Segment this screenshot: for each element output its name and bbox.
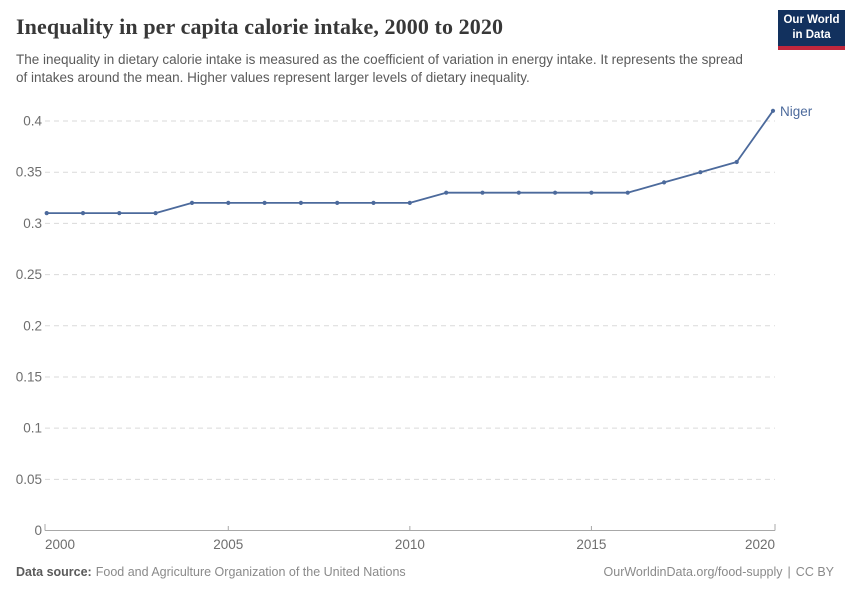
- footer-right: OurWorldinData.org/food-supply | CC BY: [604, 565, 834, 579]
- y-axis-tick-label: 0.2: [23, 318, 42, 333]
- y-axis-tick-label: 0: [34, 523, 42, 538]
- data-point[interactable]: [770, 108, 776, 113]
- data-point[interactable]: [589, 190, 594, 195]
- owid-logo[interactable]: Our World in Data: [778, 10, 845, 50]
- y-axis-tick-label: 0.35: [16, 165, 42, 180]
- license-badge: CC BY: [795, 565, 834, 579]
- data-point[interactable]: [44, 211, 49, 216]
- data-source-value: Food and Agriculture Organization of the…: [95, 565, 406, 579]
- entity-label[interactable]: Niger: [780, 104, 813, 119]
- x-axis-tick-label: 2015: [576, 537, 606, 552]
- data-point[interactable]: [698, 170, 703, 175]
- data-point[interactable]: [298, 200, 303, 205]
- data-point[interactable]: [335, 200, 340, 205]
- data-point[interactable]: [153, 211, 158, 216]
- x-axis-tick-label: 2000: [45, 537, 75, 552]
- data-point[interactable]: [625, 190, 630, 195]
- y-axis-tick-label: 0.3: [23, 216, 42, 231]
- data-point[interactable]: [262, 200, 267, 205]
- y-axis-tick-label: 0.15: [16, 369, 42, 384]
- chart-footer: Data source: Food and Agriculture Organiz…: [16, 565, 834, 579]
- y-axis-tick-label: 0.25: [16, 267, 42, 282]
- page-title: Inequality in per capita calorie intake,…: [16, 14, 504, 39]
- data-point[interactable]: [371, 200, 376, 205]
- data-point[interactable]: [189, 200, 195, 205]
- data-source-label: Data source:: [16, 565, 92, 579]
- owid-link[interactable]: OurWorldinData.org/food-supply: [603, 565, 783, 579]
- footer-separator: |: [787, 565, 791, 579]
- y-axis-tick-label: 0.4: [23, 114, 42, 129]
- y-axis-tick-label: 0.1: [23, 421, 42, 436]
- data-point[interactable]: [117, 211, 122, 216]
- data-point[interactable]: [662, 180, 667, 185]
- data-point[interactable]: [407, 200, 412, 205]
- data-point[interactable]: [734, 159, 739, 165]
- data-point[interactable]: [80, 211, 86, 216]
- data-point[interactable]: [444, 190, 449, 195]
- owid-logo-line2: in Data: [792, 29, 831, 41]
- data-point[interactable]: [480, 190, 485, 195]
- x-axis-tick-label: 2005: [213, 537, 243, 552]
- y-axis-tick-label: 0.05: [16, 472, 42, 487]
- owid-logo-line1: Our World: [783, 14, 840, 27]
- data-line: [46, 110, 774, 215]
- data-point[interactable]: [226, 200, 231, 205]
- line-chart: 0 0.05 0.1 0.15 0.2 0.25 0.3 0.35 0.4 2000 2005 201…: [16, 104, 813, 552]
- data-point[interactable]: [553, 190, 558, 195]
- data-source: Data source: Food and Agriculture Organiz…: [16, 565, 406, 579]
- x-axis-tick-label: 2010: [395, 537, 425, 552]
- page-subtitle: The inequality in dietary calorie intake…: [16, 52, 743, 86]
- x-axis-tick-label: 2020: [745, 537, 775, 552]
- data-point[interactable]: [516, 190, 521, 195]
